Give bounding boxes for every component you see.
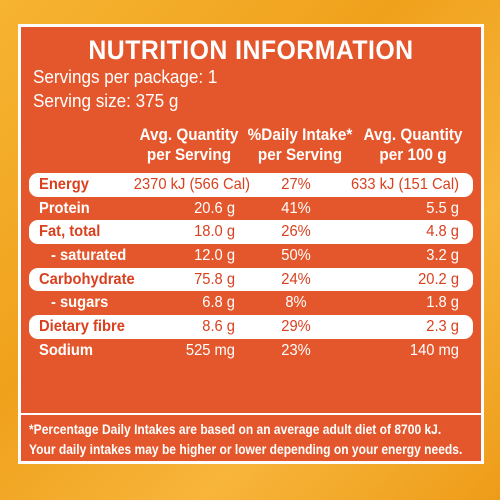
nutrition-panel: NUTRITION INFORMATION Servings per packa… <box>18 24 484 464</box>
nutrition-table: Energy 2370 kJ (566 Cal) 27% 633 kJ (151… <box>29 173 473 363</box>
per-serving-value: 2370 kJ (566 Cal) <box>133 176 250 193</box>
table-row-dietary-fibre: Dietary fibre 8.6 g 29% 2.3 g <box>29 315 473 339</box>
footnote-line1: *Percentage Daily Intakes are based on a… <box>29 421 442 437</box>
row-label: Energy <box>39 176 89 193</box>
per-serving-value: 6.8 g <box>202 294 235 312</box>
row-label: Protein <box>39 199 90 217</box>
per-serving-value: 20.6 g <box>194 199 235 217</box>
header-daily-intake-line2: per Serving <box>257 145 343 164</box>
table-row-energy: Energy 2370 kJ (566 Cal) 27% 633 kJ (151… <box>29 173 473 197</box>
header-per-serving-line2: per Serving <box>146 145 232 164</box>
table-row-fat-total: Fat, total 18.0 g 26% 4.8 g <box>29 220 473 245</box>
daily-intake-value: 29% <box>281 318 311 336</box>
table-row-saturated: - saturated 12.0 g 50% 3.2 g <box>29 244 473 268</box>
per-100g-value: 20.2 g <box>418 270 459 288</box>
daily-intake-value: 23% <box>281 341 311 359</box>
row-label: Carbohydrate <box>39 270 135 288</box>
serving-size: Serving size: 375 g <box>33 91 179 111</box>
daily-intake-value: 41% <box>281 199 311 217</box>
servings-per-package: Servings per package: 1 <box>33 67 218 87</box>
row-label: Dietary fibre <box>39 318 125 336</box>
daily-intake-value: 27% <box>281 176 311 193</box>
table-row-carbohydrate: Carbohydrate 75.8 g 24% 20.2 g <box>29 267 473 292</box>
per-100g-value: 3.2 g <box>426 247 459 265</box>
per-100g-value: 1.8 g <box>426 294 459 312</box>
footnote-line2: Your daily intakes may be higher or lowe… <box>29 441 463 457</box>
column-headers: Avg. Quantity per Serving %Daily Intake*… <box>21 125 481 169</box>
header-per-serving: Avg. Quantity per Serving <box>139 125 240 165</box>
footnote-divider <box>21 413 481 415</box>
row-label: - saturated <box>51 247 127 265</box>
header-daily-intake-line1: %Daily Intake* <box>247 125 353 144</box>
table-row-sodium: Sodium 525 mg 23% 140 mg <box>29 339 473 363</box>
per-100g-value: 4.8 g <box>426 223 459 241</box>
per-serving-value: 525 mg <box>185 341 235 359</box>
daily-intake-value: 26% <box>281 223 311 241</box>
per-100g-value: 633 kJ (151 Cal) <box>351 176 459 193</box>
per-100g-value: 5.5 g <box>426 199 459 217</box>
header-per-100g: Avg. Quantity per 100 g <box>361 125 465 165</box>
daily-intake-value: 50% <box>281 247 311 265</box>
per-serving-value: 12.0 g <box>194 247 235 265</box>
daily-intake-value: 24% <box>281 270 311 288</box>
daily-intake-value: 8% <box>285 294 307 312</box>
header-daily-intake: %Daily Intake* per Serving <box>247 125 353 165</box>
header-per-serving-line1: Avg. Quantity <box>139 125 239 144</box>
row-label: - sugars <box>51 294 109 312</box>
table-row-protein: Protein 20.6 g 41% 5.5 g <box>29 197 473 221</box>
row-label: Sodium <box>39 341 93 359</box>
per-100g-value: 2.3 g <box>426 318 459 336</box>
table-row-sugars: - sugars 6.8 g 8% 1.8 g <box>29 291 473 315</box>
panel-title: NUTRITION INFORMATION <box>88 35 414 65</box>
row-label: Fat, total <box>39 223 101 241</box>
per-serving-value: 18.0 g <box>194 223 235 241</box>
per-serving-value: 8.6 g <box>202 318 235 336</box>
header-per-100g-line2: per 100 g <box>379 145 447 164</box>
footnote: *Percentage Daily Intakes are based on a… <box>29 419 463 459</box>
per-100g-value: 140 mg <box>409 341 459 359</box>
header-per-100g-line1: Avg. Quantity <box>363 125 463 144</box>
per-serving-value: 75.8 g <box>194 270 235 288</box>
